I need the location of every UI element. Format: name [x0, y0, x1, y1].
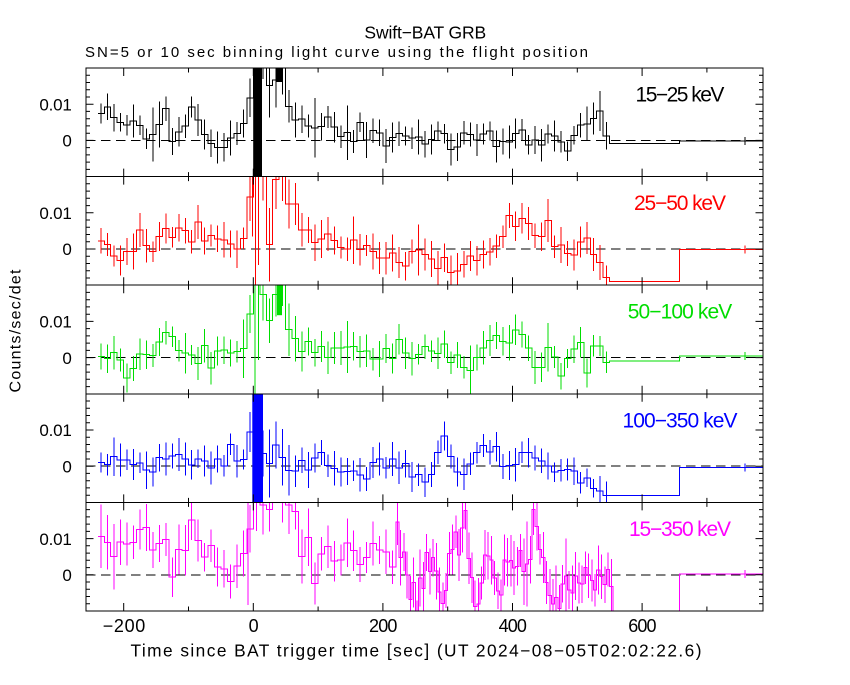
svg-text:25−50 keV: 25−50 keV: [634, 192, 726, 215]
svg-text:Swift−BAT GRB: Swift−BAT GRB: [364, 22, 486, 42]
svg-text:Time since BAT trigger time [s: Time since BAT trigger time [sec] (UT 20…: [131, 641, 702, 661]
svg-text:15−25 keV: 15−25 keV: [636, 84, 725, 107]
svg-text:100−350 keV: 100−350 keV: [623, 409, 738, 432]
svg-text:0: 0: [62, 566, 71, 585]
svg-text:50−100 keV: 50−100 keV: [628, 301, 733, 324]
svg-text:0.01: 0.01: [39, 95, 71, 114]
svg-text:600: 600: [628, 616, 656, 636]
svg-text:0: 0: [62, 349, 71, 368]
svg-text:0: 0: [62, 457, 71, 476]
svg-text:0.01: 0.01: [39, 530, 71, 549]
svg-text:0: 0: [62, 240, 71, 259]
svg-text:0: 0: [249, 616, 259, 636]
svg-text:−200: −200: [103, 616, 146, 636]
svg-text:0.01: 0.01: [39, 204, 71, 223]
svg-text:200: 200: [369, 616, 397, 636]
svg-text:0.01: 0.01: [39, 313, 71, 332]
svg-text:Counts/sec/det: Counts/sec/det: [7, 269, 24, 393]
svg-text:400: 400: [499, 616, 527, 636]
svg-text:0.01: 0.01: [39, 421, 71, 440]
svg-text:15−350 keV: 15−350 keV: [629, 518, 731, 541]
svg-text:0: 0: [62, 132, 71, 151]
svg-text:SN=5 or 10 sec binning light c: SN=5 or 10 sec binning light curve using…: [85, 44, 588, 61]
